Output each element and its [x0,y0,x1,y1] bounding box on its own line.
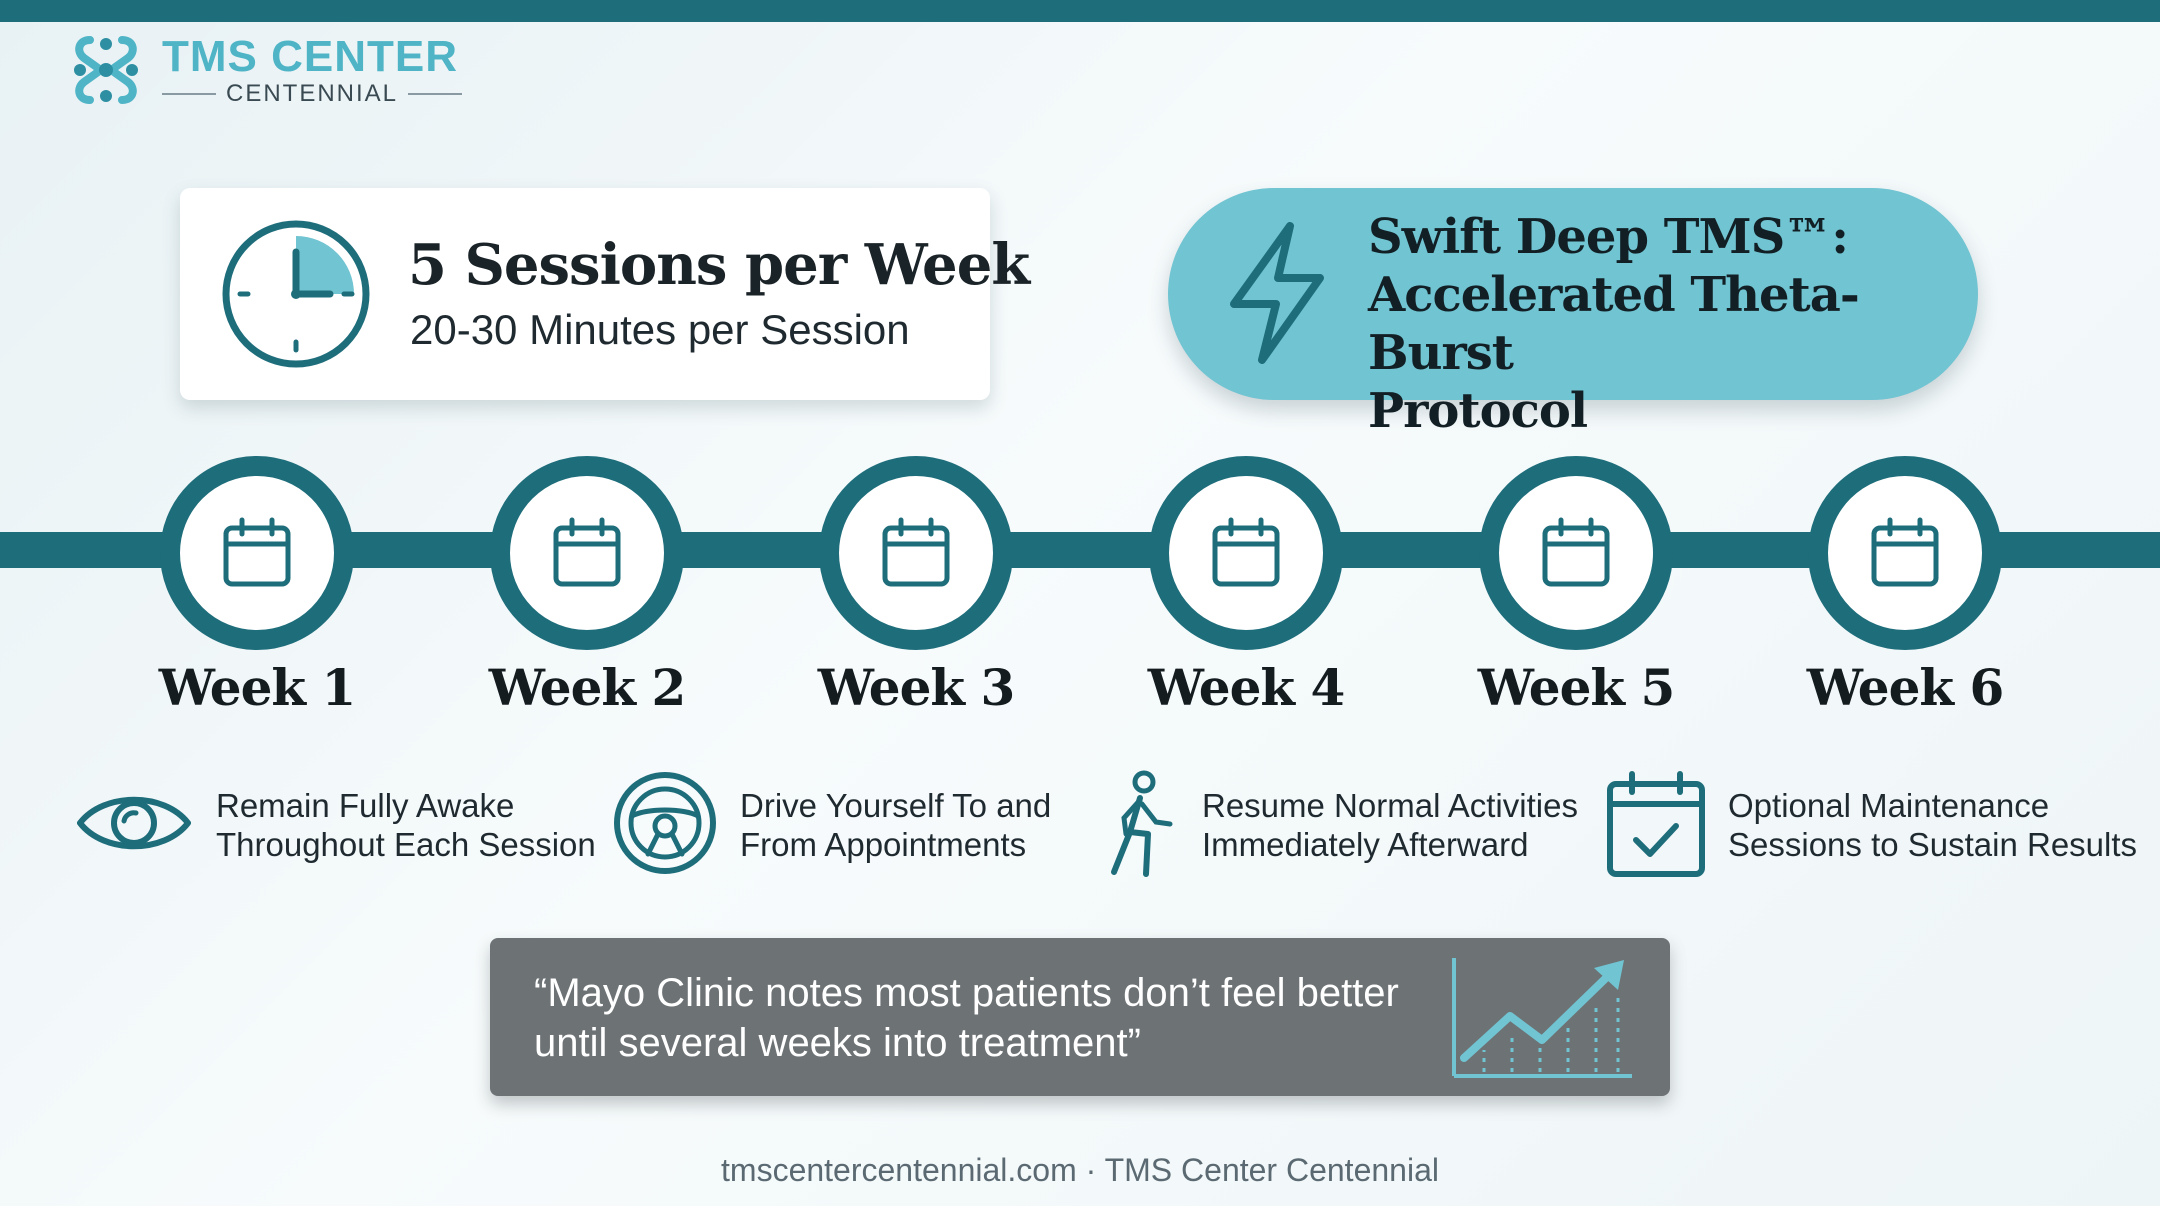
feature-text: Resume Normal Activities Immediately Aft… [1202,786,1578,864]
timeline-line [0,532,2160,568]
timeline-week-1: Week 1 [136,456,376,726]
feature-line: Sessions to Sustain Results [1728,826,2138,863]
calendar-icon [1212,517,1280,587]
feature-line: Remain Fully Awake [216,787,515,824]
feature-text: Remain Fully Awake Throughout Each Sessi… [216,786,596,864]
calendar-icon [1871,517,1939,587]
protocol-title-line-1: Swift Deep TMS™: [1368,209,1849,265]
top-bar [0,0,2160,22]
feature-text: Optional Maintenance Sessions to Sustain… [1728,786,2137,864]
quote-text: “Mayo Clinic notes most patients don’t f… [534,968,1454,1068]
timeline-week-5: Week 5 [1455,456,1695,726]
brand-location-text: CENTENNIAL [225,80,399,107]
calendar-icon [882,517,950,587]
brand-location: CENTENNIAL [162,80,462,108]
sessions-title: 5 Sessions per Week [408,232,1030,298]
week-marker [160,456,354,650]
lightning-bolt-icon [1230,222,1324,364]
sessions-card: 5 Sessions per Week 20-30 Minutes per Se… [180,188,1030,400]
feature-awake: Remain Fully Awake Throughout Each Sessi… [74,770,596,890]
feature-line: Optional Maintenance [1728,787,2050,824]
walking-person-icon [1111,770,1173,877]
calendar-icon [1542,517,1610,587]
calendar-icon [223,517,291,587]
steering-wheel-icon [614,772,716,874]
feature-resume: Resume Normal Activities Immediately Aft… [1100,770,1600,890]
feature-line: Immediately Afterward [1202,826,1529,863]
week-marker [490,456,684,650]
logo-rule-right [408,93,462,95]
timeline-week-6: Week 6 [1784,456,2024,726]
week-label: Week 5 [1477,658,1676,717]
week-label: Week 6 [1806,658,2005,717]
logo-mark-icon [74,36,138,104]
calendar-icon [553,517,621,587]
week-label: Week 2 [488,658,687,717]
brand-logo[interactable]: TMS CENTER CENTENNIAL [66,30,466,114]
protocol-title-line-2: Accelerated Theta-Burst [1368,267,1860,381]
week-label: Week 1 [158,658,357,717]
week-marker [1808,456,2002,650]
feature-text: Drive Yourself To and From Appointments [740,786,1051,864]
feature-drive: Drive Yourself To and From Appointments [612,770,1082,890]
quote-line: “Mayo Clinic notes most patients don’t f… [534,971,1399,1015]
week-label: Week 4 [1147,658,1346,717]
timeline-week-2: Week 2 [466,456,706,726]
sessions-subtitle: 20-30 Minutes per Session [410,306,910,353]
quote-line: until several weeks into treatment” [534,1021,1141,1065]
week-marker [819,456,1013,650]
logo-rule-left [162,93,216,95]
protocol-pill: Swift Deep TMS™: Accelerated Theta-Burst… [1168,188,1978,439]
quote-box: “Mayo Clinic notes most patients don’t f… [490,938,1670,1096]
feature-line: From Appointments [740,826,1027,863]
timeline-week-3: Week 3 [795,456,1035,726]
week-marker [1149,456,1343,650]
timeline-week-4: Week 4 [1125,456,1365,726]
feature-maintenance: Optional Maintenance Sessions to Sustain… [1606,770,2137,890]
footer-text: tmscentercentennial.com · TMS Center Cen… [721,1152,1439,1188]
week-marker [1479,456,1673,650]
week-label: Week 3 [817,658,1016,717]
growth-chart-icon [1452,958,1632,1078]
brand-name: TMS CENTER [162,32,458,81]
calendar-check-icon [1607,771,1705,877]
protocol-title: Swift Deep TMS™: Accelerated Theta-Burst… [1368,208,1968,440]
clock-icon [222,220,370,368]
protocol-title-line-3: Protocol [1368,383,1588,439]
eye-icon [77,796,191,850]
feature-line: Throughout Each Session [216,826,596,863]
feature-line: Resume Normal Activities [1202,787,1578,824]
feature-line: Drive Yourself To and [740,787,1052,824]
